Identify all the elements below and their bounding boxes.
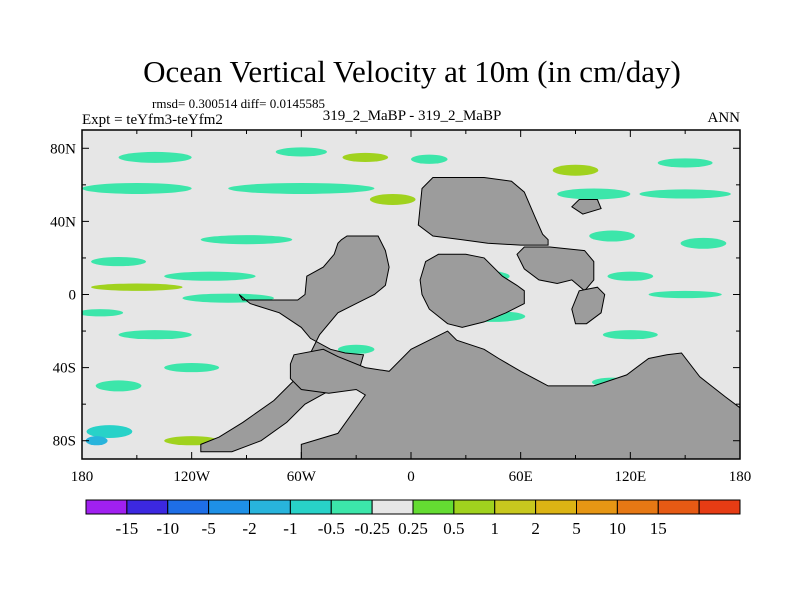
colorbar-label: 10 <box>609 519 626 538</box>
colorbar-swatch <box>208 499 250 515</box>
x-tick-label: 180 <box>729 469 752 485</box>
colorbar-label: 2 <box>531 519 540 538</box>
colorbar-label: -15 <box>116 519 139 538</box>
anomaly-patch <box>91 257 146 267</box>
land-antarctica <box>289 330 740 459</box>
anomaly-patch <box>275 147 327 157</box>
colorbar-label: 0.25 <box>398 519 428 538</box>
y-tick-label: 80S <box>53 434 76 450</box>
colorbar-swatch <box>126 499 169 515</box>
colorbar-label: 15 <box>650 519 667 538</box>
anomaly-patch <box>85 436 108 446</box>
map-plot: 180 120W 60W 0 60E 120E 180 80N 40N 0 40S 80S <box>50 129 752 485</box>
colorbar-swatch <box>698 499 741 515</box>
x-tick-label: 120E <box>614 469 646 485</box>
land-americas <box>200 235 390 453</box>
x-tick-label: 180 <box>71 469 94 485</box>
x-axis: 180 120W 60W 0 60E 120E 180 <box>71 130 752 485</box>
colorbar-swatch <box>167 499 210 515</box>
x-tick-label: 120W <box>173 469 211 485</box>
colorbar-label: -0.5 <box>318 519 345 538</box>
colorbar-swatch <box>412 499 455 515</box>
anomaly-patch <box>657 158 713 168</box>
anomaly-patch <box>552 164 599 176</box>
anomaly-patch <box>118 330 192 340</box>
colorbar-swatch <box>453 499 496 515</box>
land-mask <box>200 177 740 459</box>
anomaly-patch <box>91 283 183 291</box>
anomaly-patch <box>602 330 658 340</box>
colorbar-label: 1 <box>491 519 500 538</box>
anomaly-patch <box>164 271 256 281</box>
anomaly-patch <box>342 152 389 162</box>
colorbar-swatch <box>535 499 577 515</box>
land-india <box>516 246 595 292</box>
land-ne-block <box>571 199 602 215</box>
land-asia <box>417 177 549 246</box>
colorbar-swatch <box>85 499 128 515</box>
anomaly-patch <box>86 425 133 438</box>
experiment-label: Expt = teYfm3-teYfm2 <box>82 112 223 128</box>
anomaly-patch <box>164 363 220 373</box>
colorbar-label: 0.5 <box>443 519 464 538</box>
colorbar-label: -5 <box>202 519 216 538</box>
anomaly-patch <box>607 271 654 281</box>
colorbar-label: -0.25 <box>354 519 389 538</box>
chart-title: Ocean Vertical Velocity at 10m (in cm/da… <box>143 54 681 89</box>
anomaly-patch <box>648 290 722 299</box>
colorbar-label: -10 <box>156 519 179 538</box>
anomaly-patch <box>95 380 142 392</box>
colorbar-swatch <box>494 499 537 515</box>
anomaly-patch <box>557 188 631 200</box>
season-label: ANN <box>708 110 741 126</box>
anomaly-patch <box>369 193 416 205</box>
land-island <box>571 286 606 325</box>
anomaly-patch <box>228 183 375 194</box>
colorbar-swatch <box>576 499 618 515</box>
y-tick-label: 80N <box>50 141 76 157</box>
colorbar-swatch <box>330 499 373 515</box>
x-tick-label: 60W <box>287 469 317 485</box>
colorbar-label: 5 <box>572 519 581 538</box>
y-tick-label: 40S <box>53 361 76 377</box>
colorbar-swatch <box>616 499 659 515</box>
anomaly-patch <box>639 189 731 199</box>
y-tick-label: 0 <box>69 288 77 304</box>
anomaly-patch <box>82 309 124 317</box>
anomaly-patch <box>118 151 192 163</box>
anomaly-patch <box>589 230 635 242</box>
colorbar: -15 -10 -5 -2 -1 -0.5 -0.25 0.25 0.5 1 2 5 10 15 <box>85 499 741 538</box>
anomaly-patch <box>337 344 375 354</box>
anomaly-patch <box>680 237 727 249</box>
colorbar-swatch <box>249 499 291 515</box>
anomaly-patch <box>200 235 293 245</box>
x-tick-label: 0 <box>407 469 415 485</box>
anomaly-patch <box>82 183 192 194</box>
y-axis: 80N 40N 0 40S 80S <box>50 141 740 450</box>
colorbar-label: -1 <box>283 519 297 538</box>
period-label: 319_2_MaBP - 319_2_MaBP <box>323 108 502 124</box>
colorbar-label: -2 <box>242 519 256 538</box>
x-tick-label: 60E <box>509 469 533 485</box>
land-africa <box>419 253 525 328</box>
colorbar-swatch <box>289 499 332 515</box>
colorbar-swatch <box>371 499 414 515</box>
stats-label: rmsd= 0.300514 diff= 0.0145585 <box>152 96 325 111</box>
anomaly-patch <box>411 154 448 164</box>
y-tick-label: 40N <box>50 214 76 230</box>
colorbar-swatch <box>657 499 700 515</box>
